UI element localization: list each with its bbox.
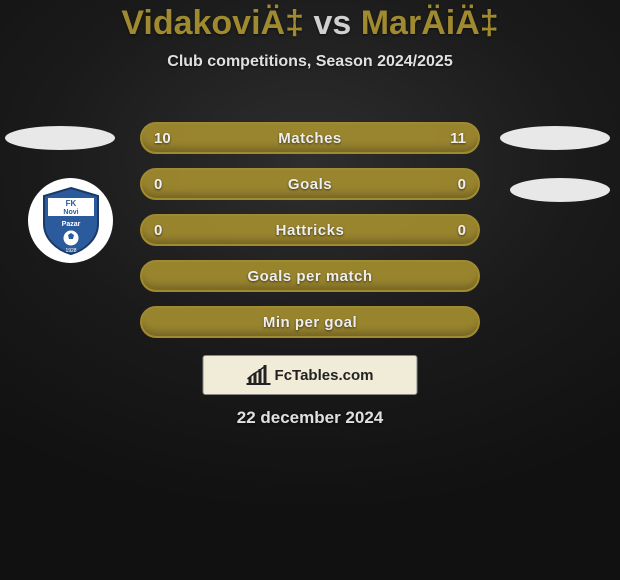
stat-label: Hattricks: [276, 222, 345, 239]
stat-value-left: 0: [154, 176, 162, 193]
stat-value-right: 0: [458, 222, 466, 239]
stats-bars: Matches 10 11 Goals 0 0 Hattricks 0 0 Goals per m…: [140, 122, 480, 352]
stat-value-right: 0: [458, 176, 466, 193]
bar-chart-icon: [247, 365, 271, 385]
date-label: 22 december 2024: [0, 408, 620, 428]
stat-row: Goals per match: [140, 260, 480, 292]
stat-label: Min per goal: [263, 314, 357, 331]
player2-avatar-placeholder: [500, 126, 610, 150]
player1-name: VidakoviÄ‡: [121, 4, 304, 42]
svg-text:Novi: Novi: [63, 209, 78, 216]
stat-value-left: 0: [154, 222, 162, 239]
stat-value-left: 10: [154, 130, 171, 147]
stat-row: Goals 0 0: [140, 168, 480, 200]
comparison-card: VidakoviÄ‡ vs MarÄiÄ‡ Club competitions,…: [0, 0, 620, 580]
page-title: VidakoviÄ‡ vs MarÄiÄ‡: [0, 4, 620, 43]
stat-row: Matches 10 11: [140, 122, 480, 154]
shield-icon: FK Novi Pazar 1928: [40, 186, 102, 256]
svg-text:FK: FK: [65, 199, 76, 208]
stat-label: Goals: [288, 176, 332, 193]
svg-text:Pazar: Pazar: [61, 221, 80, 228]
stat-value-right: 11: [450, 130, 466, 147]
stat-label: Goals per match: [247, 268, 372, 285]
vs-label: vs: [313, 4, 351, 42]
subtitle: Club competitions, Season 2024/2025: [0, 53, 620, 71]
player2-club-placeholder: [510, 178, 610, 202]
svg-text:1928: 1928: [65, 248, 76, 254]
brand-name: FcTables.com: [275, 367, 374, 384]
stat-row: Min per goal: [140, 306, 480, 338]
brand-card[interactable]: FcTables.com: [203, 355, 418, 395]
stat-row: Hattricks 0 0: [140, 214, 480, 246]
player1-club-badge: FK Novi Pazar 1928: [28, 178, 113, 263]
title-row: VidakoviÄ‡ vs MarÄiÄ‡: [0, 0, 620, 43]
player2-name: MarÄiÄ‡: [361, 4, 499, 42]
player1-avatar-placeholder: [5, 126, 115, 150]
stat-label: Matches: [278, 130, 342, 147]
